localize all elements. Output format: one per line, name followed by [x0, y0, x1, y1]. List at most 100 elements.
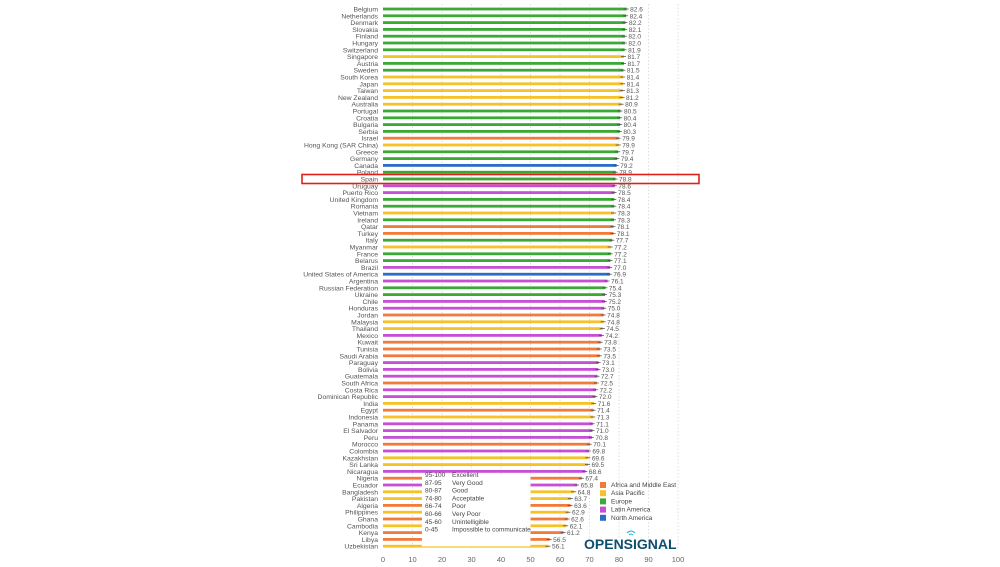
- bar-belgium: [383, 7, 627, 11]
- bar-honduras: [383, 306, 605, 310]
- category-label: Jordan: [357, 313, 378, 320]
- bar-greece: [383, 150, 619, 154]
- category-label: Cambodia: [347, 523, 378, 530]
- bar-jordan: [383, 313, 604, 317]
- x-tick-label: 50: [526, 555, 534, 564]
- value-label: 69.5: [592, 462, 605, 469]
- x-tick-label: 10: [408, 555, 416, 564]
- category-label: Brazil: [361, 265, 378, 272]
- bar-united-kingdom: [383, 198, 615, 201]
- value-label: 78.9: [619, 170, 632, 177]
- bar-hong-kong-sar-china-: [383, 143, 619, 147]
- bar-paraguay: [383, 361, 599, 364]
- category-label: Romania: [351, 204, 378, 211]
- bar-qatar: [383, 225, 614, 228]
- value-label: 79.4: [621, 156, 634, 163]
- category-label: Sweden: [353, 68, 378, 75]
- bar-belarus: [383, 259, 611, 262]
- category-label: Argentina: [349, 279, 378, 286]
- value-label: 67.4: [585, 476, 598, 483]
- category-label: Bolivia: [358, 367, 378, 374]
- category-label: Morocco: [352, 442, 378, 449]
- value-label: 62.1: [570, 523, 583, 530]
- value-label: 78.4: [618, 197, 631, 204]
- category-label: Ghana: [358, 517, 379, 524]
- legend-label: Europe: [611, 498, 632, 505]
- category-label: Spain: [361, 177, 379, 184]
- value-label: 75.3: [609, 292, 622, 299]
- bar-nicaragua: [383, 470, 586, 473]
- category-label: El Salvador: [343, 428, 378, 435]
- bar-russian-federation: [383, 286, 606, 290]
- category-label: Portugal: [353, 109, 379, 116]
- value-label: 61.2: [567, 530, 580, 537]
- bar-croatia: [383, 116, 621, 120]
- category-label: Croatia: [356, 115, 378, 122]
- quality-label: Impossible to communicate: [452, 527, 531, 534]
- category-label: Algeria: [357, 503, 378, 510]
- value-label: 63.6: [574, 503, 587, 510]
- opensignal-logo: OPENSIGNAL: [584, 536, 677, 552]
- category-label: Hungary: [352, 41, 378, 48]
- bar-puerto-rico: [383, 191, 615, 194]
- category-label: Saudi Arabia: [339, 353, 378, 360]
- bar-bolivia: [383, 368, 599, 371]
- bar-spain: [383, 177, 616, 181]
- bar-thailand: [383, 327, 603, 330]
- category-label: United Kingdom: [330, 197, 379, 204]
- category-label: Germany: [350, 156, 379, 163]
- bar-bulgaria: [383, 123, 621, 126]
- bar-el-salvador: [383, 429, 593, 432]
- value-label: 78.3: [617, 217, 630, 224]
- value-label: 71.0: [596, 428, 609, 435]
- value-label: 82.1: [629, 27, 642, 34]
- category-label: Finland: [356, 34, 379, 41]
- category-label: Pakistan: [352, 496, 378, 503]
- category-label: Guatemala: [345, 374, 378, 381]
- category-label: Bangladesh: [342, 489, 378, 496]
- value-label: 74.8: [607, 319, 620, 326]
- bar-south-africa: [383, 381, 597, 385]
- category-label: Belarus: [355, 258, 379, 265]
- quality-scale-box: [421, 474, 531, 547]
- value-label: 78.5: [618, 190, 631, 197]
- legend-swatch: [600, 490, 606, 497]
- bar-uruguay: [383, 184, 615, 188]
- legend-label: North America: [611, 515, 653, 522]
- value-label: 69.6: [592, 455, 605, 462]
- value-label: 56.1: [552, 544, 565, 551]
- legend-label: Africa and Middle East: [611, 482, 676, 489]
- category-label: Israel: [361, 136, 378, 143]
- value-label: 75.0: [608, 306, 621, 313]
- bar-israel: [383, 136, 619, 140]
- bar-mexico: [383, 334, 602, 337]
- value-label: 77.7: [616, 238, 629, 245]
- category-label: Egypt: [361, 408, 378, 415]
- value-label: 73.0: [602, 367, 615, 374]
- category-label: Poland: [357, 170, 378, 177]
- x-tick-label: 40: [497, 555, 505, 564]
- bar-romania: [383, 204, 615, 208]
- value-label: 79.9: [622, 143, 635, 150]
- category-label: Dominican Republic: [318, 394, 379, 401]
- value-label: 73.1: [602, 360, 615, 367]
- bar-costa-rica: [383, 388, 596, 392]
- quality-range: 0-45: [425, 527, 438, 534]
- value-label: 74.8: [607, 313, 620, 320]
- quality-label: Acceptable: [452, 495, 485, 502]
- value-label: 56.5: [553, 537, 566, 544]
- category-label: Serbia: [358, 129, 378, 136]
- category-label: Greece: [356, 149, 379, 156]
- value-label: 69.8: [592, 449, 605, 456]
- value-label: 71.1: [596, 421, 609, 428]
- value-label: 63.7: [574, 496, 587, 503]
- value-label: 81.3: [626, 88, 639, 95]
- value-label: 81.7: [628, 61, 641, 68]
- category-label: Panama: [353, 421, 379, 428]
- bar-canada: [383, 164, 617, 167]
- bar-hungary: [383, 41, 625, 45]
- x-tick-label: 20: [438, 555, 446, 564]
- value-label: 78.3: [617, 211, 630, 218]
- category-label: Peru: [364, 435, 379, 442]
- legend-label: Asia Pacific: [611, 490, 645, 497]
